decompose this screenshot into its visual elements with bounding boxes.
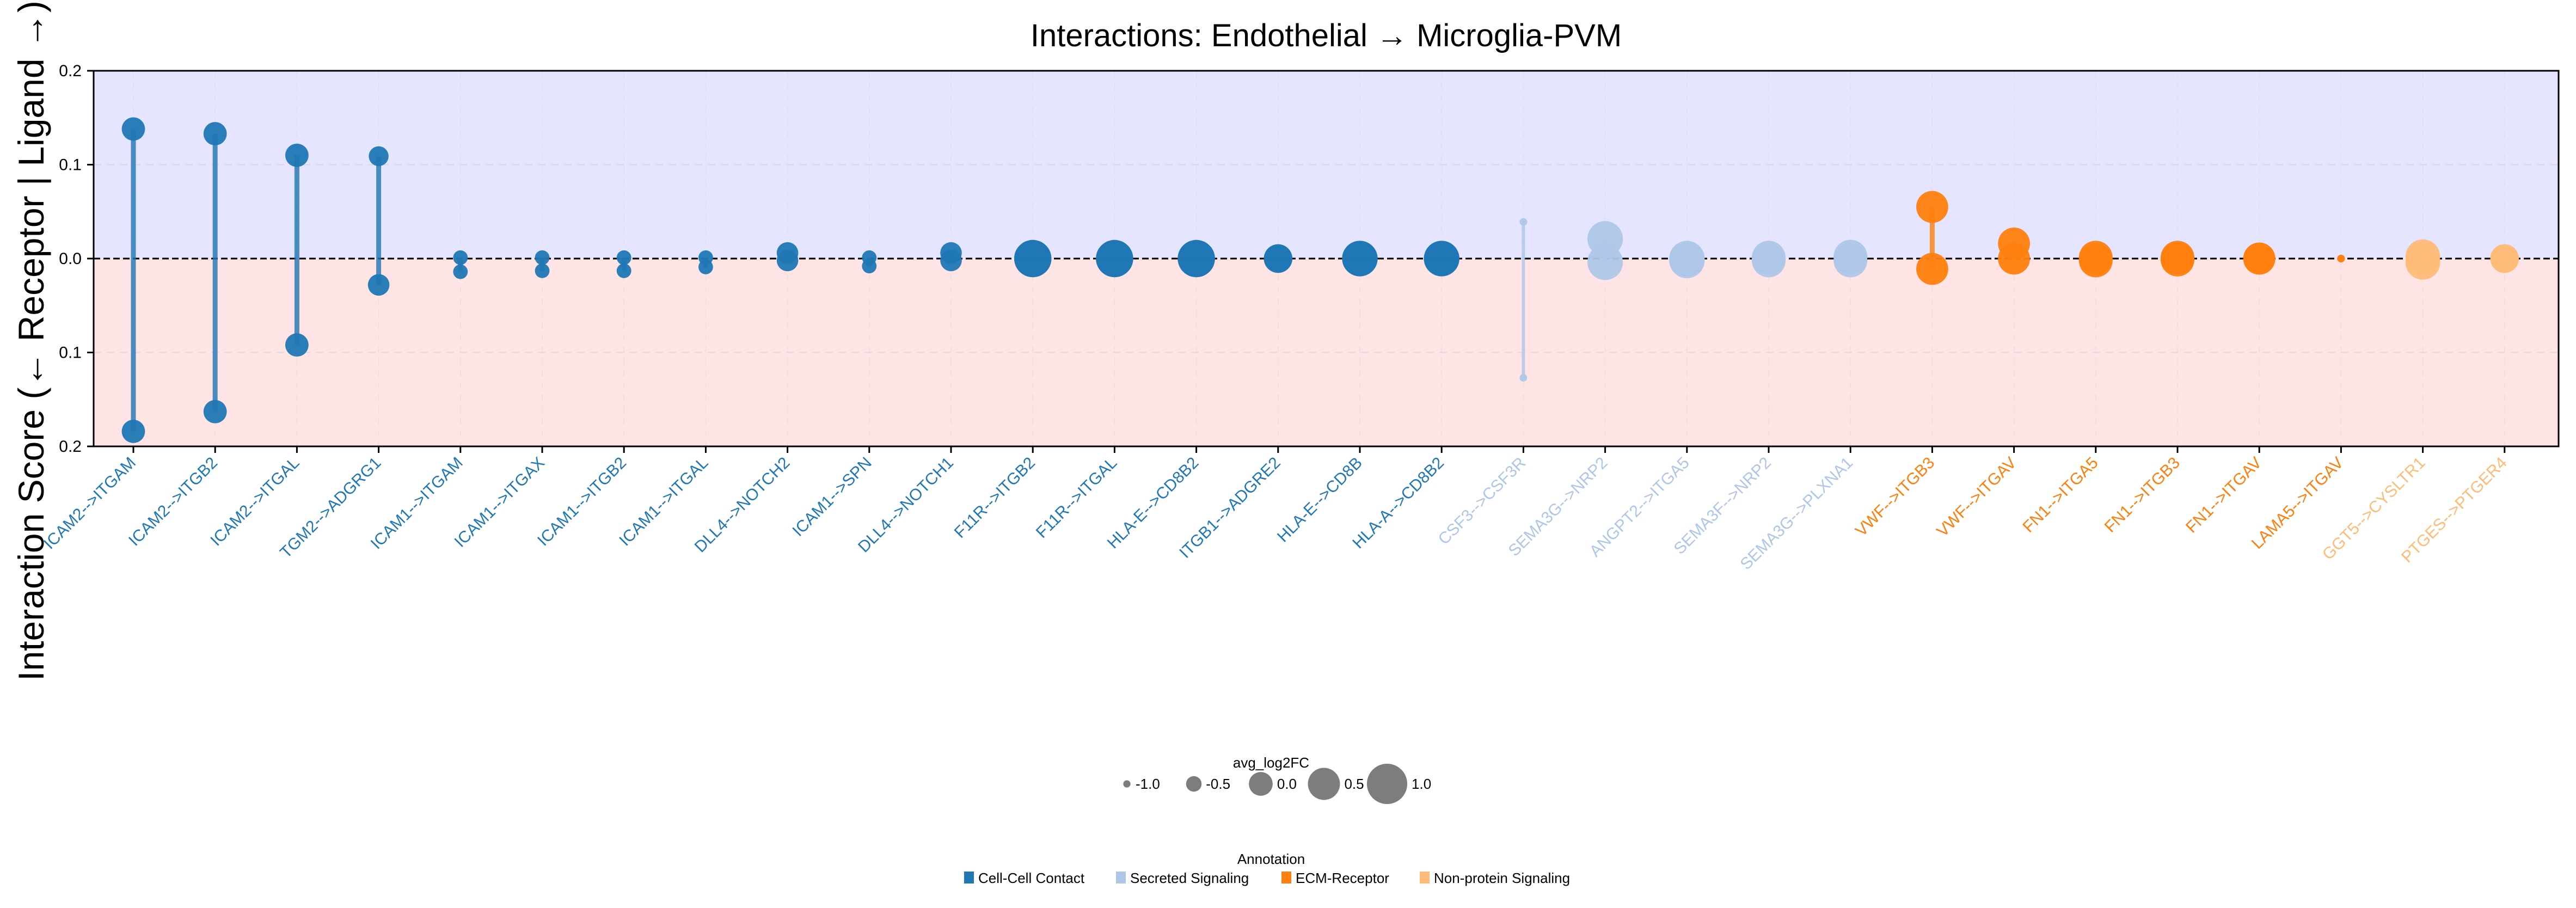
ligand-point (535, 250, 550, 265)
ligand-point (1519, 218, 1528, 226)
ligand-point (1998, 228, 2031, 260)
annotation-legend: Annotation Cell-Cell Contact Secreted Sig… (964, 851, 1570, 886)
size-legend-title: avg_log2FC (1233, 754, 1309, 771)
size-legend-marker (1186, 776, 1202, 792)
ligand-point (698, 250, 713, 265)
annotation-legend-label: Cell-Cell Contact (978, 870, 1085, 886)
x-tick-label: HLA-E-->CD8B (1274, 454, 1366, 546)
x-tick-label: HLA-A-->CD8B2 (1349, 454, 1448, 553)
annotation-legend-label: Non-protein Signaling (1434, 870, 1570, 886)
annotation-legend-label: ECM-Receptor (1296, 870, 1389, 886)
chart-title: Interactions: Endothelial → Microglia-PV… (1031, 18, 1622, 53)
x-tick-label: ICAM1-->SPN (789, 454, 875, 540)
x-tick-label: FN1-->ITGAV (2182, 454, 2265, 537)
size-legend-label: 0.5 (1344, 776, 1364, 792)
ligand-point (1424, 241, 1459, 277)
ligand-point (2337, 255, 2345, 262)
ligand-point (1342, 241, 1378, 277)
x-tick-label: FN1-->ITGB3 (2101, 454, 2184, 536)
y-tick-label: 0.2 (59, 62, 82, 80)
ligand-point (2405, 239, 2440, 274)
x-tick-label: CSF3-->CSF3R (1435, 454, 1530, 549)
receptor-point (203, 400, 227, 424)
ligand-point (862, 250, 877, 265)
receptor-point (616, 263, 631, 278)
x-tick-label: ICAM1-->ITGB2 (534, 454, 630, 550)
receptor-point (1916, 253, 1948, 285)
x-tick-label: ICAM1-->ITGAL (616, 454, 712, 550)
annotation-legend-title: Annotation (1237, 851, 1305, 867)
ligand-point (369, 146, 389, 167)
receptor-point (1519, 374, 1528, 382)
ligand-point (2078, 241, 2113, 275)
annotation-legend-swatch (964, 872, 974, 884)
ligand-point (1587, 221, 1623, 257)
ligand-point (940, 242, 962, 264)
annotation-legend-label: Secreted Signaling (1130, 870, 1249, 886)
size-legend-marker (1123, 780, 1131, 788)
y-tick-label: 0.0 (59, 250, 82, 268)
size-legend-label: -1.0 (1136, 776, 1160, 792)
ligand-point (776, 242, 799, 264)
receptor-point (453, 264, 468, 279)
receptor-point (367, 274, 390, 296)
size-legend-marker (1366, 763, 1408, 805)
y-tick-label: 0.2 (59, 438, 82, 456)
annotation-legend-swatch (1281, 872, 1291, 884)
size-legend-marker (1249, 772, 1273, 796)
ligand-point (1177, 240, 1215, 278)
ligand-point (616, 250, 631, 265)
receptor-point (535, 263, 550, 278)
ligand-point (2161, 241, 2194, 275)
annotation-legend-swatch (1116, 872, 1126, 884)
ligand-point (2243, 242, 2276, 275)
size-legend-label: -0.5 (1206, 776, 1230, 792)
x-tick-label: ICAM1-->ITGAX (451, 454, 548, 551)
x-tick-label: ICAM2-->ITGB2 (125, 454, 221, 550)
x-tick-label: VWF-->ITGAV (1933, 454, 2020, 541)
ligand-point (1014, 240, 1052, 278)
size-legend-label: 0.0 (1277, 776, 1297, 792)
plot-area: 0.20.10.00.10.2ICAM2-->ITGAMICAM2-->ITGB… (40, 62, 2560, 573)
y-tick-label: 0.1 (59, 156, 82, 174)
x-tick-label: FN1-->ITGA5 (2020, 454, 2102, 536)
ligand-point (121, 117, 145, 141)
x-tick-label: F11R-->ITGAL (1033, 454, 1120, 542)
x-tick-label: ICAM2-->ITGAL (207, 454, 303, 550)
size-legend-marker (1308, 768, 1340, 800)
ligand-point (203, 122, 227, 145)
y-axis-label: Interaction Score (← Receptor | Ligand →… (11, 1, 51, 681)
ligand-point (1264, 244, 1292, 273)
x-tick-label: F11R-->ITGB2 (951, 454, 1039, 542)
receptor-point (121, 420, 145, 443)
x-tick-label: ICAM2-->ITGAM (40, 454, 139, 553)
ligand-point (285, 143, 309, 167)
ligand-point (1916, 191, 1948, 223)
annotation-legend-swatch (1420, 872, 1430, 884)
ligand-point (2490, 244, 2519, 273)
ligand-point (1752, 241, 1786, 275)
size-legend: avg_log2FC -1.0 -0.5 0.0 0.5 1.0 (1123, 754, 1431, 805)
ligand-point (1833, 240, 1868, 274)
y-tick-label: 0.1 (59, 344, 82, 362)
receptor-point (285, 333, 309, 357)
ligand-point (1669, 241, 1705, 277)
ligand-point (453, 250, 468, 265)
size-legend-label: 1.0 (1412, 776, 1431, 792)
x-tick-label: VWF-->ITGB3 (1852, 454, 1938, 540)
ligand-point (1096, 240, 1133, 278)
